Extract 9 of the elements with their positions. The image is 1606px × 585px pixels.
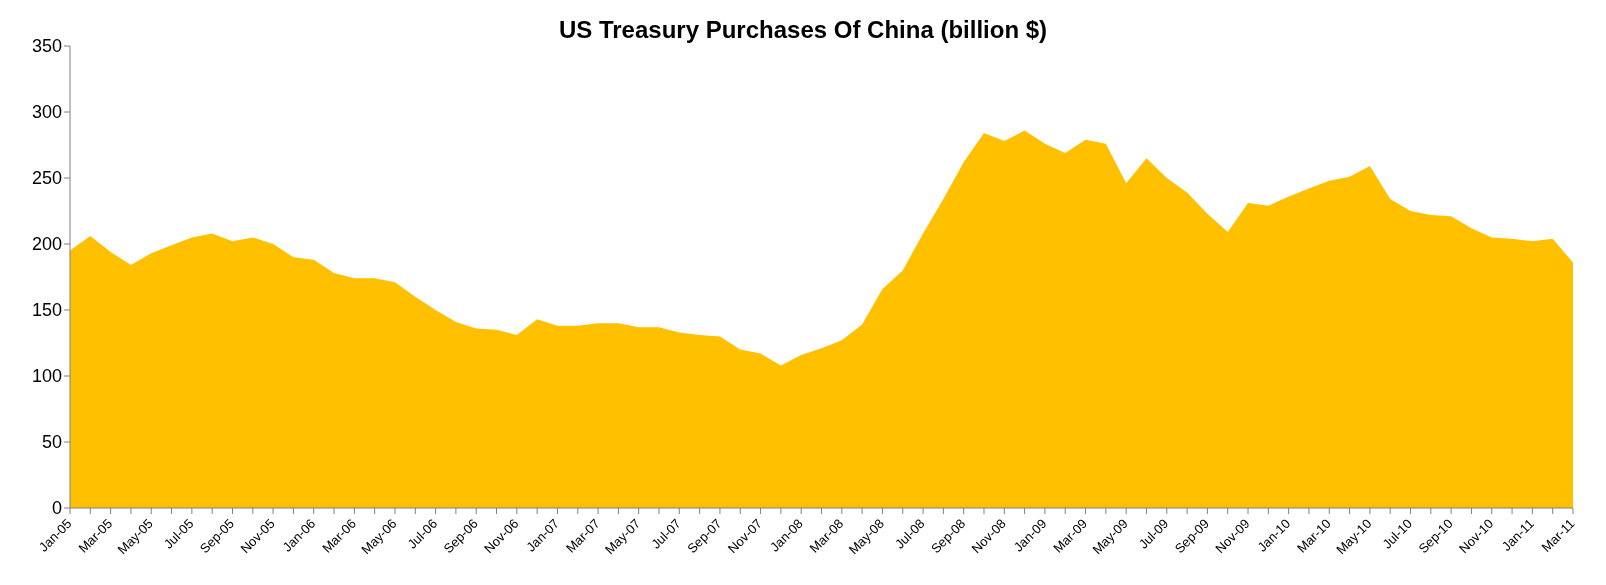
y-tick-label: 300 [31, 102, 62, 123]
y-tick-label: 150 [31, 300, 62, 321]
chart-title: US Treasury Purchases Of China (billion $) [558, 16, 1048, 43]
y-tick-label: 0 [51, 498, 62, 519]
y-tick-label: 200 [31, 234, 62, 255]
y-tick-label: 350 [31, 36, 62, 57]
y-tick-label: 100 [31, 366, 62, 387]
y-tick-label: 250 [31, 168, 62, 189]
y-tick-label: 50 [41, 432, 62, 453]
